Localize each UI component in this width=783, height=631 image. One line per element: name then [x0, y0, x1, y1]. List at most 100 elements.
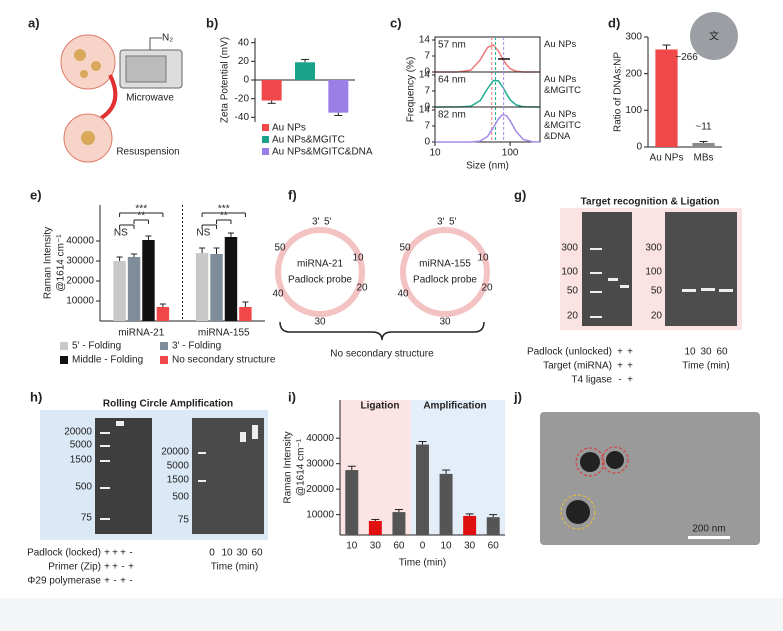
y-axis-label: Raman Intensity — [283, 431, 294, 503]
ladder-label: 500 — [172, 492, 189, 503]
value-label: ~266 — [675, 52, 698, 63]
condition-sign: - — [113, 576, 116, 587]
panel-label: b) — [206, 15, 218, 30]
condition-sign: - — [129, 548, 132, 559]
illustration-label: Resuspension — [116, 147, 179, 158]
condition-label: Padlock (locked) — [27, 548, 101, 559]
panel-label: j) — [513, 389, 522, 404]
bar — [127, 257, 141, 321]
bar — [328, 80, 349, 113]
y-tick-label: 100 — [625, 105, 642, 116]
ladder-label: 20 — [651, 311, 663, 322]
condition-sign: + — [104, 562, 110, 573]
legend-label: 5' - Folding — [72, 341, 121, 352]
significance: *** — [135, 204, 147, 215]
position-label: 10 — [352, 253, 364, 264]
strand-end: 3' — [437, 217, 445, 228]
position-label: 50 — [274, 243, 286, 254]
legend-swatch — [262, 124, 269, 131]
time-label: 60 — [251, 548, 263, 559]
x-tick-label: 10 — [346, 541, 358, 552]
section-label: Ligation — [361, 401, 400, 412]
time-label: 10 — [684, 347, 696, 358]
synthesis-illustration — [60, 34, 183, 163]
bar — [439, 473, 453, 535]
x-axis-label: Size (nm) — [466, 161, 509, 172]
y-tick-label: 200 — [625, 68, 642, 79]
x-tick-label: 100 — [502, 148, 519, 159]
condition-label: Padlock (unlocked) — [527, 347, 612, 358]
bar — [368, 520, 382, 535]
position-label: 10 — [477, 253, 489, 264]
condition-label: Φ29 polymerase — [27, 576, 101, 587]
ladder-label: 1500 — [70, 455, 93, 466]
panel-label: h) — [30, 389, 42, 404]
y-tick-label: 40 — [238, 37, 250, 48]
y-axis-label: Frequency (%) — [406, 57, 417, 123]
significance: NS — [114, 228, 128, 239]
y-tick-label: 10000 — [66, 296, 94, 307]
ladder-label: 300 — [561, 243, 578, 254]
bar — [463, 515, 477, 535]
time-label: 10 — [221, 548, 233, 559]
ladder-label: 75 — [81, 513, 93, 524]
condition-sign: + — [627, 347, 633, 358]
ladder-label: 1500 — [167, 475, 190, 486]
strand-end: 5' — [324, 217, 332, 228]
condition-label: T4 ligase — [571, 375, 612, 386]
condition-label: Primer (Zip) — [48, 562, 101, 573]
ladder-label: 50 — [567, 286, 579, 297]
peak-label: 64 nm — [438, 75, 466, 86]
size-curve — [435, 79, 540, 108]
y-tick-label: 30000 — [306, 458, 334, 469]
position-label: 30 — [439, 317, 451, 328]
ladder-label: 20000 — [64, 427, 92, 438]
ladder-label: 100 — [561, 267, 578, 278]
y-axis-label: Zeta Potential (mV) — [220, 37, 231, 123]
gel-bands — [100, 248, 733, 520]
x-axis-label: Time (min) — [399, 558, 446, 569]
condition-sign: + — [104, 576, 110, 587]
y-axis-label: @1614 cm⁻¹ — [296, 438, 307, 496]
y-tick-label: 30000 — [66, 256, 94, 267]
translate-button[interactable] — [690, 12, 738, 60]
legend-label: No secondary structure — [172, 355, 276, 366]
legend-swatch — [60, 342, 68, 350]
ladder-label: 100 — [645, 267, 662, 278]
y-tick-label: 20000 — [306, 484, 334, 495]
y-tick-label: 0 — [424, 137, 430, 148]
peak-label: 57 nm — [438, 40, 466, 51]
size-curve — [435, 113, 541, 143]
tem-particles — [560, 446, 730, 539]
bar — [224, 237, 238, 321]
gel-title: Rolling Circle Amplification — [103, 399, 233, 410]
y-tick-label: 10000 — [306, 509, 334, 520]
significance: *** — [218, 204, 230, 215]
legend-swatch — [262, 148, 269, 155]
panel-label: c) — [390, 15, 402, 30]
ladder-label: 5000 — [167, 461, 190, 472]
y-tick-label: 40000 — [306, 433, 334, 444]
bar — [210, 254, 223, 321]
ladder-label: 5000 — [70, 440, 93, 451]
time-axis-label: Time (min) — [682, 361, 729, 372]
panel-label: g) — [514, 187, 526, 202]
y-tick-label: 20000 — [66, 276, 94, 287]
condition-sign: + — [617, 347, 623, 358]
y-tick-label: 20 — [238, 56, 250, 67]
translate-icon[interactable]: 文 — [709, 30, 719, 43]
y-tick-label: 14 — [419, 105, 431, 116]
section-label: Amplification — [423, 401, 486, 412]
scale-bar-label: 200 nm — [692, 524, 725, 535]
tem-image — [540, 412, 760, 545]
condition-sign: + — [627, 361, 633, 372]
ladder-label: 75 — [178, 515, 190, 526]
position-label: 20 — [481, 283, 493, 294]
significance: ** — [220, 211, 228, 222]
bar — [261, 80, 282, 101]
bar — [416, 444, 429, 535]
series-label: Au NPs — [544, 39, 577, 50]
gel-image — [95, 418, 152, 534]
legend-label: Au NPs — [272, 123, 306, 134]
ladder-label: 300 — [645, 243, 662, 254]
